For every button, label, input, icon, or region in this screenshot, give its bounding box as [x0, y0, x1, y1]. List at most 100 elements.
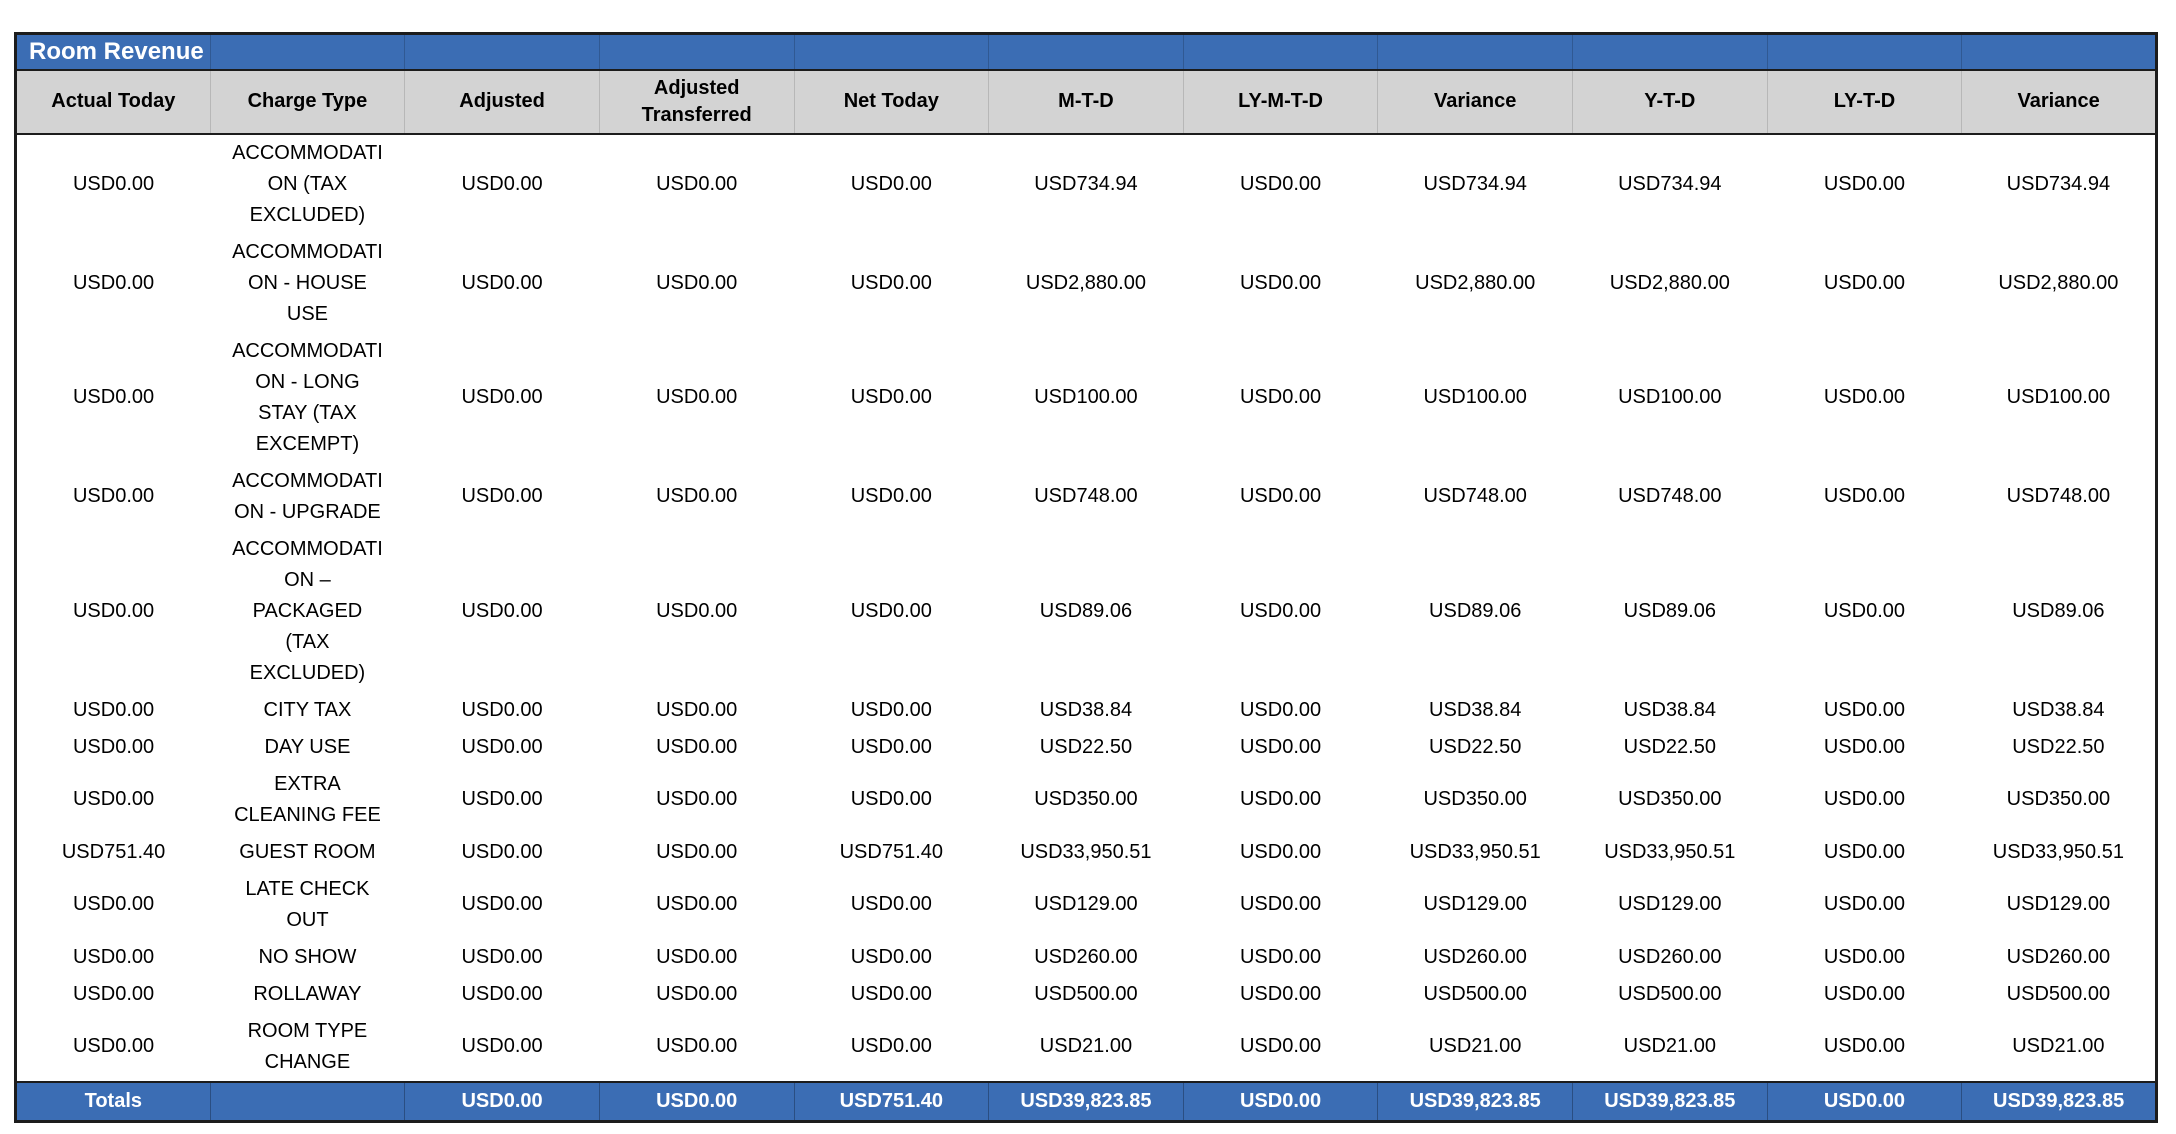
amount-cell: USD0.00 [599, 765, 794, 834]
amount-cell: USD0.00 [1183, 691, 1378, 729]
amount-cell: USD100.00 [1961, 332, 2157, 463]
amount-cell: USD0.00 [404, 728, 600, 766]
amount-cell: USD38.84 [988, 691, 1184, 729]
table-row: USD0.00 CITY TAX USD0.00 USD0.00 USD0.00 USD3… [15, 691, 2157, 729]
charge-type-cell: DAY USE [210, 728, 405, 766]
amount-cell: USD500.00 [988, 975, 1184, 1013]
amount-cell: USD0.00 [1183, 133, 1378, 234]
amount-cell: USD2,880.00 [988, 233, 1184, 333]
amount-cell: USD0.00 [599, 728, 794, 766]
amount-cell: USD0.00 [1183, 870, 1378, 939]
amount-cell: USD350.00 [1961, 765, 2157, 834]
amount-cell: USD38.84 [1572, 691, 1768, 729]
totals-amount-cell: USD0.00 [1766, 1080, 1962, 1121]
amount-cell: USD260.00 [1377, 938, 1573, 976]
amount-cell: USD0.00 [599, 462, 794, 531]
charge-type-cell: ACCOMMODATION - LONG STAY (TAX EXCEMPT) [210, 332, 405, 463]
title-spacer-cell [988, 33, 1184, 71]
amount-cell: USD0.00 [1767, 765, 1962, 834]
table-row: USD0.00 NO SHOW USD0.00 USD0.00 USD0.00 USD26… [15, 938, 2157, 976]
totals-label: Totals [15, 1080, 211, 1121]
amount-cell: USD100.00 [1377, 332, 1573, 463]
amount-cell: USD748.00 [1572, 462, 1768, 531]
amount-cell: USD734.94 [1377, 133, 1573, 234]
amount-cell: USD0.00 [1183, 833, 1378, 871]
amount-cell: USD0.00 [404, 938, 600, 976]
amount-cell: USD38.84 [1377, 691, 1573, 729]
amount-cell: USD21.00 [1572, 1012, 1768, 1082]
amount-cell: USD89.06 [1961, 530, 2157, 692]
charge-type-cell: GUEST ROOM [210, 833, 405, 871]
charge-type-cell: ACCOMMODATION (TAX EXCLUDED) [210, 133, 405, 234]
amount-cell: USD0.00 [1767, 462, 1962, 531]
amount-cell: USD0.00 [1767, 833, 1962, 871]
amount-cell: USD0.00 [794, 691, 989, 729]
charge-type-cell: ROLLAWAY [210, 975, 405, 1013]
amount-cell: USD734.94 [988, 133, 1184, 234]
amount-cell: USD89.06 [1377, 530, 1573, 692]
title-spacer-cell [1961, 33, 2157, 71]
amount-cell: USD0.00 [599, 938, 794, 976]
column-header: Adjusted [404, 69, 600, 135]
amount-cell: USD2,880.00 [1961, 233, 2157, 333]
title-spacer-cell [1182, 33, 1378, 71]
amount-cell: USD350.00 [1377, 765, 1573, 834]
amount-cell: USD0.00 [404, 975, 600, 1013]
amount-cell: USD0.00 [1767, 870, 1962, 939]
amount-cell: USD0.00 [599, 975, 794, 1013]
amount-cell: USD0.00 [15, 530, 211, 692]
totals-row: Totals USD0.00 USD0.00 USD751.40 USD39,823.8… [15, 1080, 2157, 1121]
amount-cell: USD0.00 [794, 938, 989, 976]
charge-type-text: NO SHOW [258, 945, 357, 968]
charge-type-cell: LATE CHECK OUT [210, 870, 405, 939]
title-spacer-cell [404, 33, 600, 71]
amount-cell: USD0.00 [599, 233, 794, 333]
totals-amount-cell: USD39,823.85 [1961, 1080, 2157, 1121]
charge-type-text: ACCOMMODATION (TAX EXCLUDED) [232, 141, 383, 226]
amount-cell: USD260.00 [1572, 938, 1768, 976]
amount-cell: USD260.00 [1961, 938, 2157, 976]
charge-type-text: ACCOMMODATION - HOUSE USE [232, 240, 383, 325]
column-header: Charge Type [209, 69, 405, 135]
charge-type-text: EXTRA CLEANING FEE [234, 772, 381, 826]
room-revenue-table: Room Revenue Actual Today Charge Type Adju… [14, 32, 2158, 1123]
amount-cell: USD0.00 [794, 530, 989, 692]
amount-cell: USD129.00 [1377, 870, 1573, 939]
amount-cell: USD751.40 [794, 833, 989, 871]
amount-cell: USD21.00 [988, 1012, 1184, 1082]
title-spacer-cell [1572, 33, 1768, 71]
amount-cell: USD260.00 [988, 938, 1184, 976]
amount-cell: USD0.00 [794, 975, 989, 1013]
column-header: Actual Today [15, 69, 211, 135]
amount-cell: USD0.00 [15, 233, 211, 333]
amount-cell: USD100.00 [1572, 332, 1768, 463]
amount-cell: USD0.00 [1183, 765, 1378, 834]
amount-cell: USD0.00 [794, 332, 989, 463]
charge-type-text: LATE CHECK OUT [245, 877, 370, 931]
amount-cell: USD500.00 [1377, 975, 1573, 1013]
room-revenue-report: Room Revenue Actual Today Charge Type Adju… [14, 32, 2158, 1123]
amount-cell: USD0.00 [15, 938, 211, 976]
amount-cell: USD33,950.51 [1377, 833, 1573, 871]
charge-type-cell: ACCOMMODATION – PACKAGED (TAX EXCLUDED) [210, 530, 405, 692]
amount-cell: USD0.00 [1767, 332, 1962, 463]
charge-type-cell: ACCOMMODATION - HOUSE USE [210, 233, 405, 333]
amount-cell: USD0.00 [404, 462, 600, 531]
amount-cell: USD0.00 [1767, 133, 1962, 234]
charge-type-cell: ACCOMMODATION - UPGRADE [210, 462, 405, 531]
amount-cell: USD0.00 [1767, 691, 1962, 729]
table-row: USD0.00 ACCOMMODATION - LONG STAY (TAX EX… [15, 332, 2157, 463]
amount-cell: USD0.00 [404, 765, 600, 834]
amount-cell: USD0.00 [794, 870, 989, 939]
amount-cell: USD0.00 [1183, 728, 1378, 766]
charge-type-text: CITY TAX [263, 698, 352, 721]
totals-amount-cell: USD0.00 [1182, 1080, 1378, 1121]
amount-cell: USD350.00 [1572, 765, 1768, 834]
totals-amount-cell: USD39,823.85 [1377, 1080, 1573, 1121]
amount-cell: USD0.00 [599, 1012, 794, 1082]
amount-cell: USD33,950.51 [1961, 833, 2157, 871]
totals-amount-cell: USD751.40 [793, 1080, 989, 1121]
amount-cell: USD0.00 [1183, 975, 1378, 1013]
amount-cell: USD0.00 [794, 1012, 989, 1082]
amount-cell: USD2,880.00 [1377, 233, 1573, 333]
